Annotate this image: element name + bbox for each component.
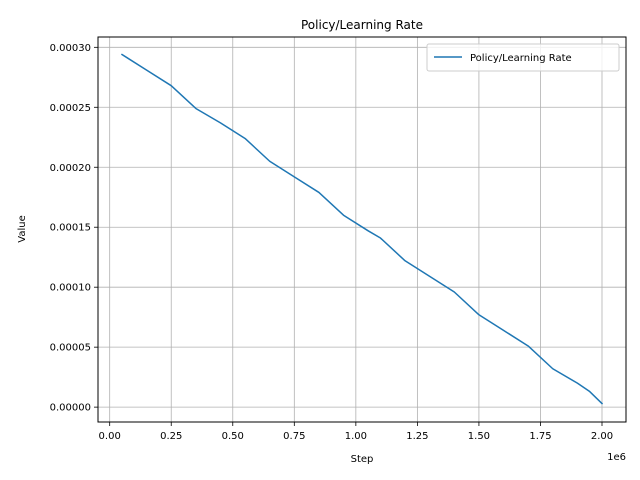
x-tick-label: 1.75 bbox=[529, 431, 551, 442]
y-tick-label: 0.00000 bbox=[50, 403, 91, 414]
y-tick-label: 0.00030 bbox=[50, 43, 91, 54]
chart-title: Policy/Learning Rate bbox=[301, 18, 423, 32]
legend-entry-label: Policy/Learning Rate bbox=[470, 53, 572, 64]
x-tick-label: 1.00 bbox=[345, 431, 367, 442]
y-tick-label: 0.00015 bbox=[50, 223, 91, 234]
plot-area bbox=[120, 53, 604, 405]
x-tick-label: 1.50 bbox=[468, 431, 490, 442]
x-tick-label: 0.25 bbox=[160, 431, 182, 442]
axes-frame bbox=[97, 36, 627, 423]
y-axis-label: Value bbox=[17, 215, 28, 242]
x-axis-offset-label: 1e6 bbox=[607, 452, 626, 463]
y-tick-label: 0.00005 bbox=[50, 343, 91, 354]
y-tick-label: 0.00025 bbox=[50, 103, 91, 114]
x-tick-label: 2.00 bbox=[591, 431, 613, 442]
y-tick-label: 0.00010 bbox=[50, 283, 91, 294]
ticks: 0.00 0.25 0.50 0.75 1.00 1.25 1.50 1.75 2.00 0.00… bbox=[50, 43, 613, 442]
x-axis-label: Step bbox=[351, 454, 374, 465]
y-tick-label: 0.00020 bbox=[50, 163, 91, 174]
x-tick-label: 0.00 bbox=[99, 431, 121, 442]
series-line bbox=[120, 53, 604, 405]
legend: Policy/Learning Rate bbox=[426, 43, 620, 72]
x-tick-label: 1.25 bbox=[406, 431, 428, 442]
legend-box bbox=[426, 43, 620, 72]
x-tick-label: 0.50 bbox=[222, 431, 244, 442]
x-tick-label: 0.75 bbox=[283, 431, 305, 442]
